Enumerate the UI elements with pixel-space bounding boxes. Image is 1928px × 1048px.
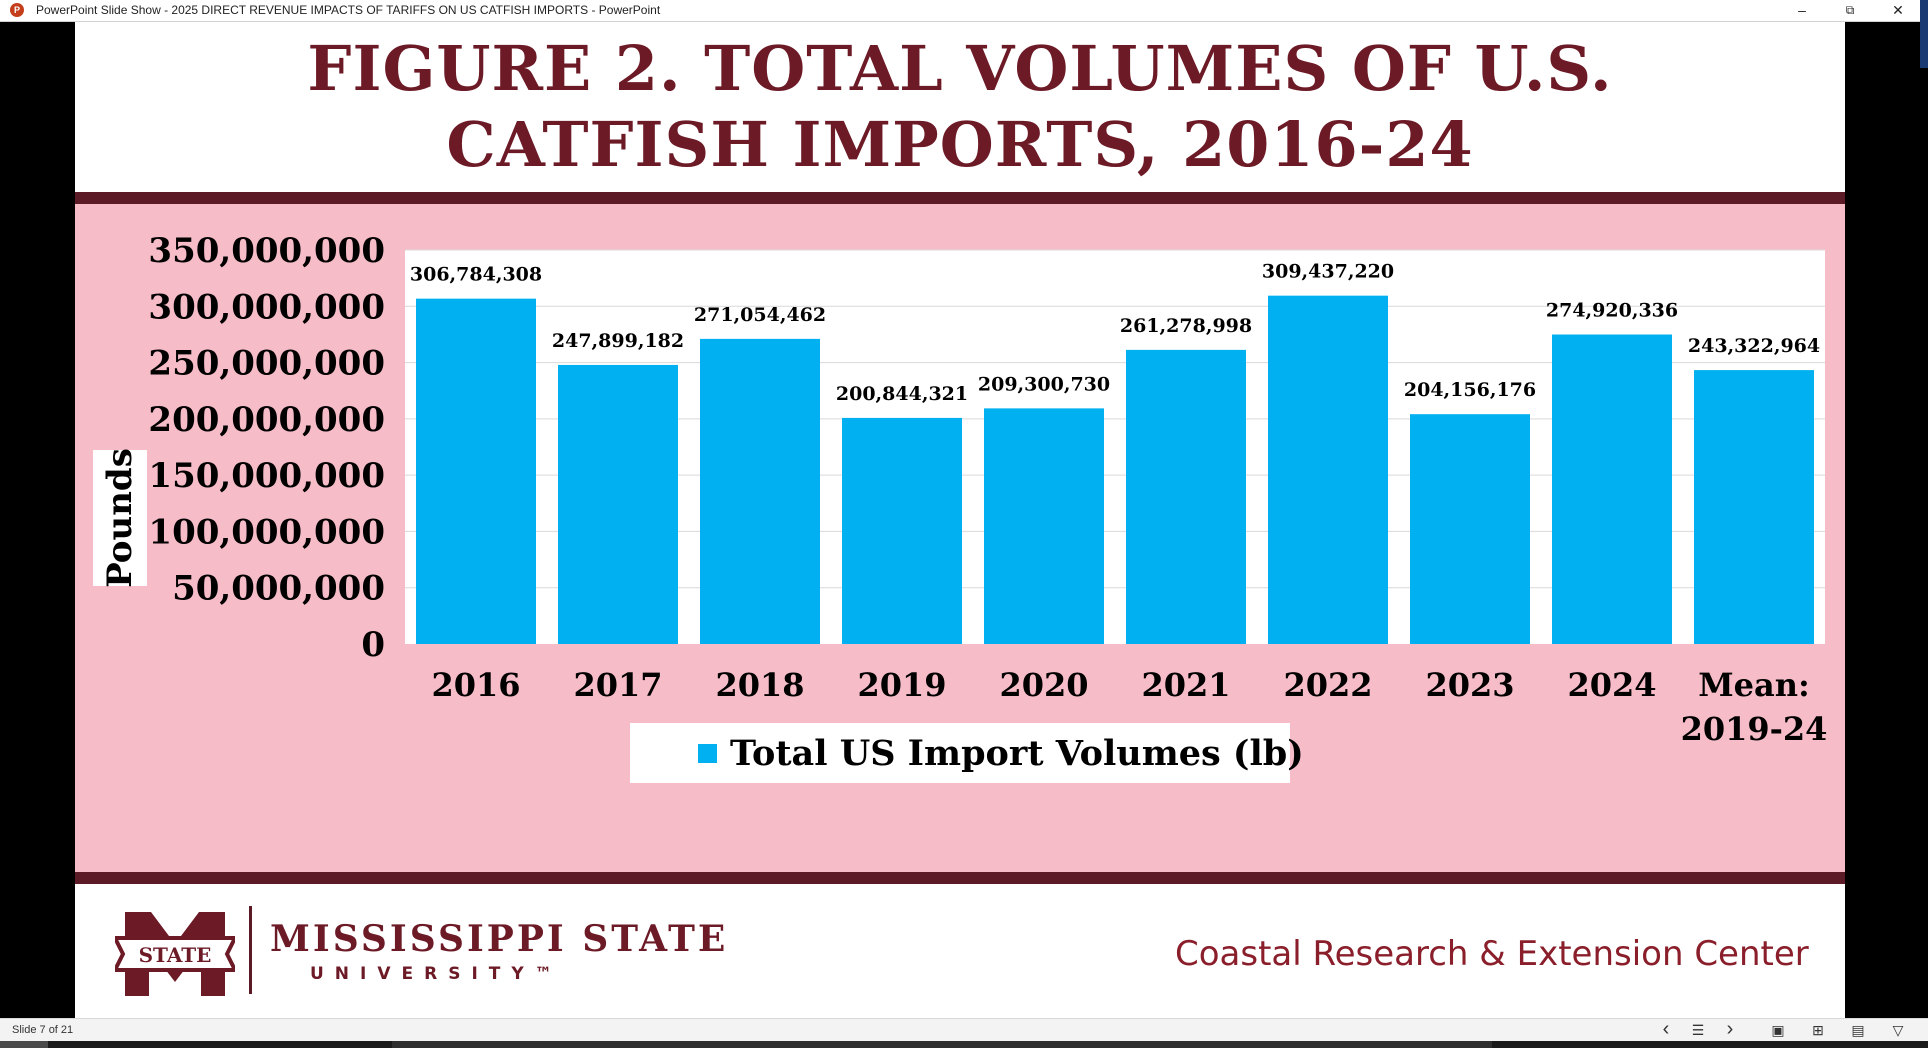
x-axis-ticks: 2016 2017 2018 2019 2020 2021 2022 2023 2024 Mean… <box>431 666 1827 748</box>
status-bar: Slide 7 of 21 ‹ ☰ › ▣ ⊞ ▤ ▽ <box>0 1018 1928 1041</box>
data-label: 209,300,730 <box>978 373 1110 395</box>
data-label: 306,784,308 <box>410 264 542 286</box>
close-button[interactable]: ✕ <box>1892 2 1904 18</box>
x-tick-label: Mean: <box>1698 666 1810 704</box>
slide[interactable]: FIGURE 2. TOTAL VOLUMES OF U.S. CATFISH … <box>75 22 1845 1018</box>
x-tick-label: 2018 <box>715 666 804 704</box>
data-label: 274,920,336 <box>1546 300 1678 322</box>
bar-chart: Pounds 0 50,000,000 100,000,000 150,000,000… <box>93 231 1827 783</box>
data-label: 200,844,321 <box>836 383 968 405</box>
bars <box>416 295 1814 644</box>
legend-swatch <box>698 744 717 763</box>
university-name: MISSISSIPPI STATE <box>270 918 729 960</box>
y-tick-label: 350,000,000 <box>148 231 385 271</box>
legend: Total US Import Volumes (lb) <box>630 723 1304 783</box>
slideshow-view-icon[interactable]: ▽ <box>1892 1022 1904 1038</box>
x-tick-label: 2019 <box>857 666 946 704</box>
bar <box>1268 295 1388 644</box>
app-icon-letter: P <box>13 5 20 15</box>
data-label: 271,054,462 <box>694 304 826 326</box>
next-slide-icon[interactable]: › <box>1726 1018 1734 1040</box>
y-tick-label: 50,000,000 <box>172 569 385 609</box>
x-tick-label: 2020 <box>999 666 1088 704</box>
legend-box <box>630 723 1290 783</box>
y-axis-ticks: 0 50,000,000 100,000,000 150,000,000 200,000… <box>148 231 385 665</box>
data-label: 243,322,964 <box>1688 335 1820 357</box>
bar <box>558 364 678 644</box>
normal-view-icon[interactable]: ▣ <box>1771 1022 1785 1038</box>
minimize-button[interactable]: – <box>1798 2 1806 18</box>
y-tick-label: 150,000,000 <box>148 456 385 496</box>
y-tick-label: 0 <box>361 625 385 665</box>
y-tick-label: 250,000,000 <box>148 344 385 384</box>
msu-logo-text: STATE <box>139 943 212 967</box>
data-label: 204,156,176 <box>1404 379 1536 401</box>
bar <box>842 417 962 644</box>
data-label: 261,278,998 <box>1120 315 1252 337</box>
previous-slide-icon[interactable]: ‹ <box>1662 1018 1670 1040</box>
x-tick-label: 2024 <box>1567 666 1656 704</box>
bar <box>1410 414 1530 644</box>
reading-view-icon[interactable]: ▤ <box>1851 1022 1865 1038</box>
y-tick-label: 200,000,000 <box>148 400 385 440</box>
restore-button[interactable]: ⧉ <box>1845 3 1855 17</box>
bar <box>416 298 536 644</box>
legend-label: Total US Import Volumes (lb) <box>730 733 1304 774</box>
taskbar-segment <box>392 1041 1492 1048</box>
bar <box>984 408 1104 644</box>
x-tick-label: 2016 <box>431 666 520 704</box>
footer-divider <box>75 872 1845 884</box>
bar <box>700 338 820 644</box>
slide-sorter-icon[interactable]: ⊞ <box>1812 1022 1824 1038</box>
data-label: 247,899,182 <box>552 330 684 352</box>
title-divider <box>75 192 1845 204</box>
data-label: 309,437,220 <box>1262 261 1394 283</box>
window-title: PowerPoint Slide Show - 2025 DIRECT REVE… <box>36 3 661 17</box>
y-axis-title-group: Pounds <box>93 448 147 588</box>
y-axis-title-box <box>93 450 147 586</box>
slide-title: FIGURE 2. TOTAL VOLUMES OF U.S. CATFISH … <box>75 22 1845 192</box>
university-subtitle: UNIVERSITY™ <box>310 964 563 984</box>
msu-logo: STATE <box>115 912 235 996</box>
x-tick-label: 2021 <box>1141 666 1230 704</box>
x-tick-label: 2023 <box>1425 666 1514 704</box>
x-tick-label: 2022 <box>1283 666 1372 704</box>
window-edge-accent <box>1920 0 1928 68</box>
bar <box>1694 370 1814 644</box>
slide-menu-icon[interactable]: ☰ <box>1691 1022 1705 1038</box>
slide-counter: Slide 7 of 21 <box>12 1024 74 1036</box>
y-tick-label: 300,000,000 <box>148 287 385 327</box>
chart-area: Pounds 0 50,000,000 100,000,000 150,000,000… <box>75 204 1845 872</box>
footer: STATE MISSISSIPPI STATE UNIVERSITY™ Coas… <box>75 884 1845 1018</box>
data-labels: 306,784,308 247,899,182 271,054,462 200,844… <box>410 261 1820 405</box>
y-axis-title: Pounds <box>100 448 140 588</box>
center-name: Coastal Research & Extension Center <box>1175 934 1809 974</box>
x-tick-label: 2019-24 <box>1681 710 1828 748</box>
y-tick-label: 100,000,000 <box>148 512 385 552</box>
bar <box>1552 334 1672 644</box>
x-tick-label: 2017 <box>573 666 662 704</box>
logo-divider <box>249 906 252 994</box>
window-title-bar: P PowerPoint Slide Show - 2025 DIRECT RE… <box>0 0 1928 22</box>
taskbar-segment <box>0 1041 48 1048</box>
slide-title-text: FIGURE 2. TOTAL VOLUMES OF U.S. CATFISH … <box>307 32 1613 181</box>
bar <box>1126 349 1246 644</box>
powerpoint-app-icon: P <box>10 3 24 17</box>
